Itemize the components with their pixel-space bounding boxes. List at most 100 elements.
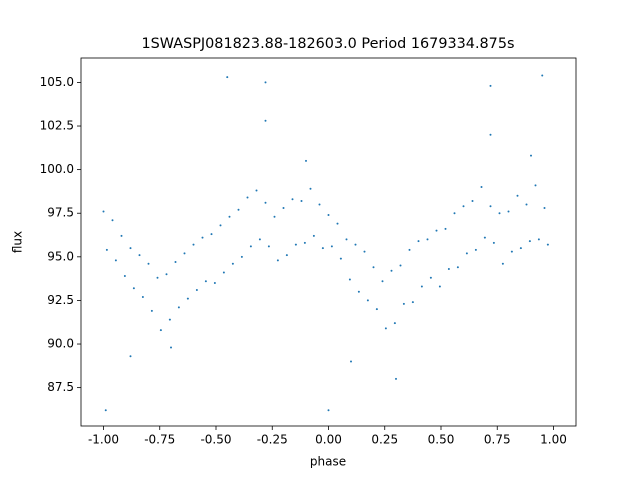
data-point: [350, 360, 352, 363]
x-tick-label: 0.50: [428, 433, 455, 447]
x-tick-label: 1.00: [540, 433, 567, 447]
data-point: [381, 280, 384, 283]
x-tick-label: 0.25: [371, 433, 398, 447]
data-point: [507, 210, 510, 213]
data-point: [453, 212, 456, 215]
data-point: [501, 262, 504, 265]
data-point: [534, 184, 537, 187]
data-point: [303, 241, 306, 244]
data-point: [345, 238, 348, 241]
data-point: [528, 240, 531, 243]
data-point: [456, 266, 459, 269]
data-point: [318, 203, 321, 206]
data-point: [474, 248, 477, 251]
x-tick-label: -0.75: [144, 433, 175, 447]
data-point: [357, 290, 360, 293]
y-tick-label: 102.5: [40, 119, 74, 133]
y-tick-label: 92.5: [47, 293, 74, 307]
data-point: [129, 247, 132, 250]
data-point: [159, 329, 162, 332]
data-point: [186, 297, 189, 300]
data-point: [447, 268, 450, 271]
data-point: [132, 287, 135, 290]
data-point: [483, 236, 486, 239]
data-point: [114, 259, 117, 262]
data-point: [285, 254, 288, 257]
chart-title: 1SWASPJ081823.88-182603.0 Period 1679334…: [142, 36, 515, 52]
data-point: [393, 322, 396, 325]
data-point: [156, 276, 159, 279]
data-point: [519, 247, 522, 250]
data-point: [429, 276, 432, 279]
data-point: [465, 252, 468, 255]
data-point: [489, 84, 492, 87]
data-point: [348, 278, 351, 281]
data-point: [336, 222, 339, 225]
data-point: [327, 213, 330, 216]
data-point: [267, 245, 270, 248]
data-point: [330, 245, 333, 248]
data-point: [138, 254, 141, 257]
data-point: [402, 302, 405, 305]
data-point: [123, 275, 126, 278]
data-point: [177, 306, 180, 309]
data-point: [168, 318, 171, 321]
data-point: [537, 238, 540, 241]
data-point: [174, 261, 177, 264]
data-point: [384, 327, 387, 330]
data-point: [222, 271, 225, 274]
data-point: [201, 236, 204, 239]
data-point: [375, 308, 378, 311]
data-point: [213, 281, 216, 284]
data-point: [339, 257, 342, 260]
data-point: [546, 243, 549, 246]
data-point: [435, 229, 438, 232]
x-tick-label: 0.00: [315, 433, 342, 447]
data-point: [210, 233, 213, 236]
data-point: [150, 309, 153, 312]
data-point: [231, 262, 234, 265]
data-point: [408, 248, 411, 251]
y-tick-label: 95.0: [47, 249, 74, 263]
x-tick-label: 0.75: [484, 433, 511, 447]
data-point: [312, 234, 315, 237]
data-point: [372, 266, 375, 269]
data-point: [492, 241, 495, 244]
data-point: [255, 189, 258, 192]
data-point: [480, 186, 483, 189]
data-point: [489, 205, 492, 208]
data-point: [264, 201, 267, 204]
y-tick-label: 87.5: [47, 380, 74, 394]
data-point: [204, 280, 207, 283]
y-tick-label: 90.0: [47, 337, 74, 351]
data-point: [192, 243, 195, 246]
y-tick-label: 105.0: [40, 75, 74, 89]
y-tick-label: 100.0: [40, 162, 74, 176]
data-point: [498, 212, 501, 215]
data-point: [399, 264, 402, 267]
data-point: [510, 250, 513, 253]
data-point: [226, 76, 229, 79]
data-point: [395, 377, 397, 380]
data-point: [309, 187, 312, 190]
data-point: [462, 205, 465, 208]
data-point: [273, 215, 276, 218]
data-point: [228, 215, 231, 218]
data-point: [195, 288, 198, 291]
data-point: [129, 355, 132, 358]
data-point: [141, 295, 144, 298]
data-point: [444, 227, 447, 230]
data-point: [294, 243, 297, 246]
data-point: [305, 159, 307, 162]
data-point: [321, 247, 324, 250]
data-point: [104, 409, 107, 412]
x-tick-label: -0.50: [200, 433, 231, 447]
data-point: [541, 74, 544, 77]
data-point: [363, 250, 366, 253]
data-point: [105, 248, 108, 251]
data-point: [354, 243, 357, 246]
y-tick-label: 97.5: [47, 206, 74, 220]
data-point: [530, 154, 532, 157]
data-point: [471, 200, 474, 203]
